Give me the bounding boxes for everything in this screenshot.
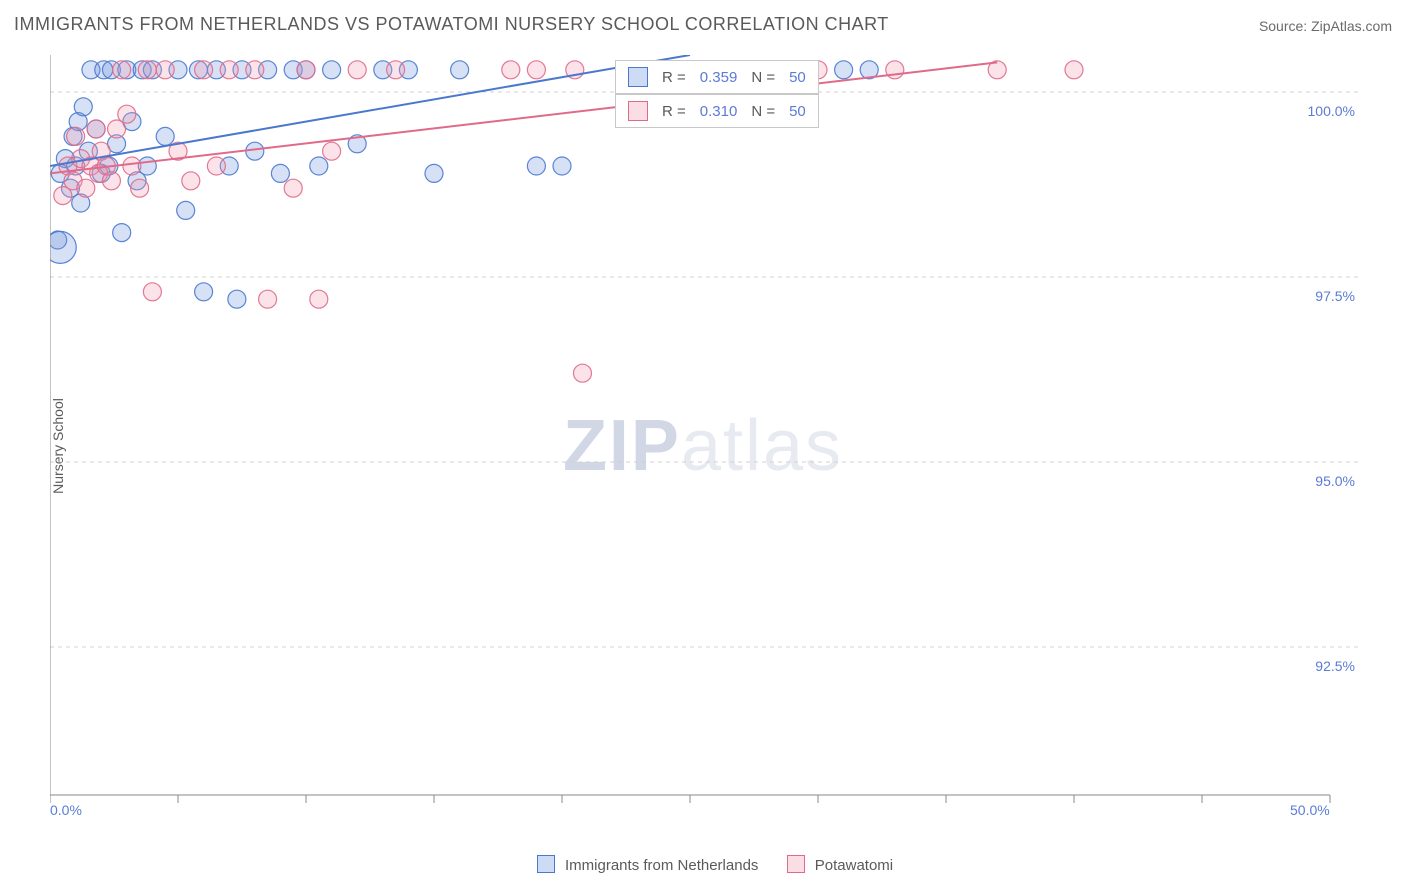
legend-label-netherlands: Immigrants from Netherlands <box>565 857 758 874</box>
legend-bottom: Immigrants from Netherlands Potawatomi <box>0 855 1406 874</box>
stat-box-netherlands: R =0.359 N =50 <box>615 60 819 94</box>
svg-text:0.0%: 0.0% <box>50 802 82 815</box>
scatter-plot: 92.5% 95.0% 97.5% 100.0% 0.0% 50.0% <box>50 55 1360 815</box>
source-attribution: Source: ZipAtlas.com <box>1259 18 1392 34</box>
svg-text:95.0%: 95.0% <box>1315 473 1355 489</box>
chart-title: IMMIGRANTS FROM NETHERLANDS VS POTAWATOM… <box>14 14 889 35</box>
svg-text:97.5%: 97.5% <box>1315 288 1355 304</box>
legend-label-potawatomi: Potawatomi <box>815 857 893 874</box>
legend-swatch-netherlands <box>537 855 555 873</box>
svg-text:92.5%: 92.5% <box>1315 658 1355 674</box>
svg-text:50.0%: 50.0% <box>1290 802 1330 815</box>
stat-box-potawatomi: R =0.310 N =50 <box>615 94 819 128</box>
svg-text:100.0%: 100.0% <box>1308 103 1355 119</box>
legend-swatch-potawatomi <box>787 855 805 873</box>
